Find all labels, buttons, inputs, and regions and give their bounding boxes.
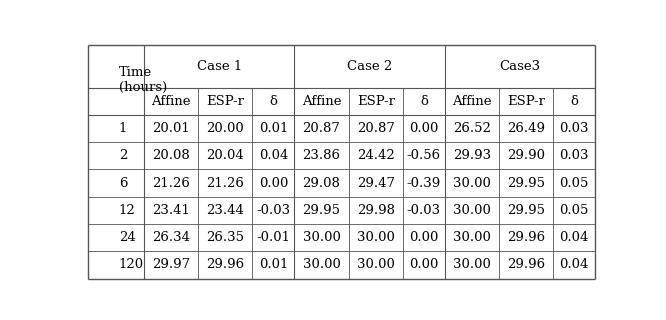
Text: 0.01: 0.01 (258, 259, 288, 271)
Text: 29.08: 29.08 (302, 177, 340, 189)
Text: 30.00: 30.00 (453, 231, 491, 244)
Text: 0.00: 0.00 (409, 122, 438, 135)
Text: 29.95: 29.95 (302, 204, 340, 217)
Text: 20.87: 20.87 (357, 122, 395, 135)
Text: 26.34: 26.34 (152, 231, 190, 244)
Text: 0.04: 0.04 (559, 231, 589, 244)
Text: 26.35: 26.35 (206, 231, 244, 244)
Text: 23.41: 23.41 (152, 204, 190, 217)
Text: δ: δ (420, 95, 428, 108)
Text: δ: δ (270, 95, 277, 108)
Text: -0.03: -0.03 (407, 204, 441, 217)
Text: 30.00: 30.00 (453, 259, 491, 271)
Text: Affine: Affine (452, 95, 492, 108)
Text: δ: δ (570, 95, 578, 108)
Text: 23.86: 23.86 (302, 149, 340, 162)
Text: 24: 24 (119, 231, 135, 244)
Text: 0.04: 0.04 (559, 259, 589, 271)
Text: 0.03: 0.03 (559, 122, 589, 135)
Text: 29.93: 29.93 (453, 149, 491, 162)
Text: 1: 1 (119, 122, 127, 135)
Text: 26.49: 26.49 (507, 122, 545, 135)
Text: 29.97: 29.97 (152, 259, 190, 271)
Text: 23.44: 23.44 (206, 204, 244, 217)
Text: 29.95: 29.95 (507, 204, 545, 217)
Text: 30.00: 30.00 (453, 177, 491, 189)
Text: 20.04: 20.04 (206, 149, 244, 162)
Text: 30.00: 30.00 (453, 204, 491, 217)
Text: 29.96: 29.96 (507, 259, 545, 271)
Text: Case 2: Case 2 (347, 60, 392, 73)
Text: 0.00: 0.00 (258, 177, 288, 189)
Text: -0.01: -0.01 (256, 231, 290, 244)
Text: 6: 6 (119, 177, 127, 189)
Text: ESP-r: ESP-r (206, 95, 244, 108)
Text: 0.00: 0.00 (409, 259, 438, 271)
Text: Case3: Case3 (500, 60, 541, 73)
Text: 0.01: 0.01 (258, 122, 288, 135)
Text: ESP-r: ESP-r (357, 95, 395, 108)
Text: Affine: Affine (151, 95, 190, 108)
Text: 26.52: 26.52 (453, 122, 491, 135)
Text: 0.00: 0.00 (409, 231, 438, 244)
Text: 2: 2 (119, 149, 127, 162)
Text: Time
(hours): Time (hours) (119, 66, 167, 94)
Text: 24.42: 24.42 (357, 149, 395, 162)
Text: 0.03: 0.03 (559, 149, 589, 162)
Text: 30.00: 30.00 (357, 259, 395, 271)
Text: 20.00: 20.00 (206, 122, 244, 135)
Text: 21.26: 21.26 (206, 177, 244, 189)
Text: 29.96: 29.96 (507, 231, 545, 244)
Text: 29.90: 29.90 (507, 149, 545, 162)
Text: Case 1: Case 1 (196, 60, 242, 73)
Text: -0.03: -0.03 (256, 204, 290, 217)
Text: 29.96: 29.96 (206, 259, 244, 271)
Text: 30.00: 30.00 (357, 231, 395, 244)
Text: 120: 120 (119, 259, 144, 271)
Text: 21.26: 21.26 (152, 177, 190, 189)
Text: 29.95: 29.95 (507, 177, 545, 189)
Text: 12: 12 (119, 204, 135, 217)
Text: ESP-r: ESP-r (507, 95, 545, 108)
Text: 30.00: 30.00 (302, 231, 340, 244)
Text: 20.87: 20.87 (302, 122, 340, 135)
Text: 20.01: 20.01 (152, 122, 190, 135)
Text: 30.00: 30.00 (302, 259, 340, 271)
Text: 29.47: 29.47 (357, 177, 395, 189)
Text: -0.56: -0.56 (407, 149, 441, 162)
Text: 0.04: 0.04 (258, 149, 288, 162)
Text: Affine: Affine (302, 95, 341, 108)
Text: 29.98: 29.98 (357, 204, 395, 217)
Text: 20.08: 20.08 (152, 149, 190, 162)
Text: -0.39: -0.39 (407, 177, 441, 189)
Text: 0.05: 0.05 (559, 204, 589, 217)
Text: 0.05: 0.05 (559, 177, 589, 189)
